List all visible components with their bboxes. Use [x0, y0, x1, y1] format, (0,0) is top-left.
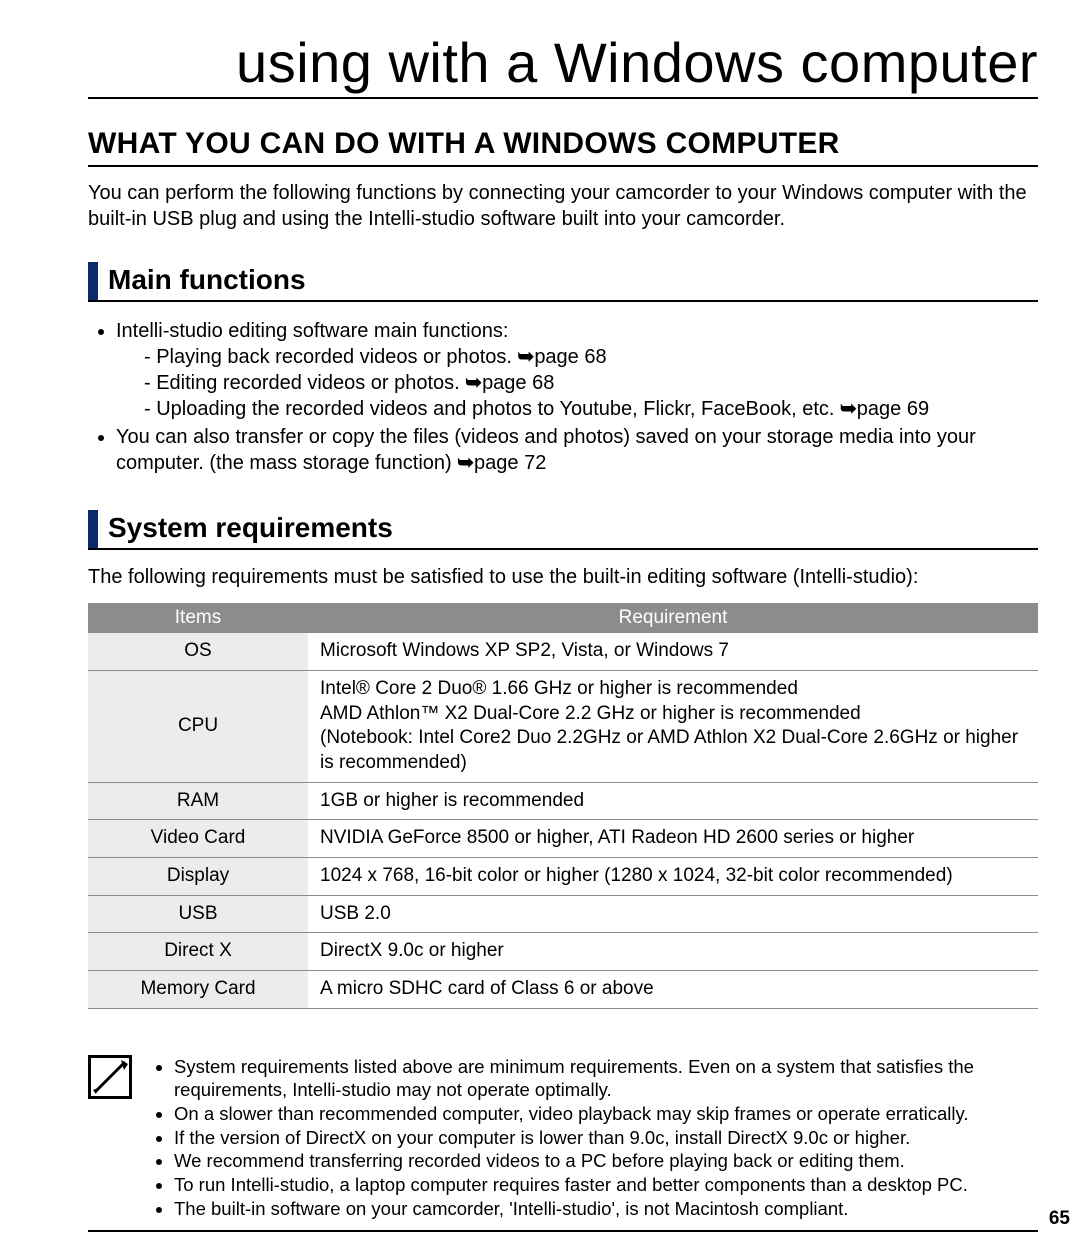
page-number: 65 — [1049, 1208, 1070, 1230]
table-header-items: Items — [88, 603, 308, 633]
table-cell-requirement: USB 2.0 — [308, 895, 1038, 933]
table-cell-requirement: 1GB or higher is recommended — [308, 782, 1038, 820]
system-requirements-heading: System requirements — [108, 510, 393, 548]
sysreq-intro: The following requirements must be satis… — [88, 566, 1038, 589]
table-cell-item: USB — [88, 895, 308, 933]
table-cell-item: Memory Card — [88, 971, 308, 1009]
table-header-requirement: Requirement — [308, 603, 1038, 633]
table-cell-requirement: NVIDIA GeForce 8500 or higher, ATI Radeo… — [308, 820, 1038, 858]
list-text: Uploading the recorded videos and photos… — [156, 398, 840, 420]
table-row: Memory CardA micro SDHC card of Class 6 … — [88, 971, 1038, 1009]
table-header-row: Items Requirement — [88, 603, 1038, 633]
table-cell-item: Video Card — [88, 820, 308, 858]
manual-page: using with a Windows computer WHAT YOU C… — [0, 0, 1080, 1252]
note-item: If the version of DirectX on your comput… — [174, 1126, 1038, 1150]
note-item: The built-in software on your camcorder,… — [174, 1197, 1038, 1221]
list-item: Playing back recorded videos or photos. … — [144, 344, 1038, 370]
page-ref: page 69 — [857, 398, 929, 420]
note-block: System requirements listed above are min… — [88, 1055, 1038, 1233]
list-item: Uploading the recorded videos and photos… — [144, 396, 1038, 422]
table-row: Video CardNVIDIA GeForce 8500 or higher,… — [88, 820, 1038, 858]
table-row: CPUIntel® Core 2 Duo® 1.66 GHz or higher… — [88, 670, 1038, 782]
page-ref: page 72 — [474, 452, 546, 474]
note-list: System requirements listed above are min… — [154, 1055, 1038, 1221]
note-icon — [88, 1055, 132, 1099]
note-item: We recommend transferring recorded video… — [174, 1149, 1038, 1173]
arrow-icon: ➥ — [840, 398, 857, 420]
list-item: Intelli-studio editing software main fun… — [116, 318, 1038, 422]
table-row: RAM1GB or higher is recommended — [88, 782, 1038, 820]
arrow-icon: ➥ — [465, 372, 482, 394]
list-item: Editing recorded videos or photos. ➥page… — [144, 370, 1038, 396]
table-row: OSMicrosoft Windows XP SP2, Vista, or Wi… — [88, 633, 1038, 670]
arrow-icon: ➥ — [518, 346, 535, 368]
table-cell-item: Display — [88, 858, 308, 896]
table-cell-item: OS — [88, 633, 308, 670]
page-title: using with a Windows computer — [88, 30, 1038, 99]
main-functions-heading: Main functions — [108, 262, 306, 300]
requirements-table: Items Requirement OSMicrosoft Windows XP… — [88, 603, 1038, 1009]
table-cell-requirement: A micro SDHC card of Class 6 or above — [308, 971, 1038, 1009]
intro-paragraph: You can perform the following functions … — [88, 181, 1038, 232]
system-requirements-heading-row: System requirements — [88, 510, 1038, 550]
list-text: Editing recorded videos or photos. — [156, 372, 465, 394]
main-functions-heading-row: Main functions — [88, 262, 1038, 302]
arrow-icon: ➥ — [457, 452, 474, 474]
section-heading: WHAT YOU CAN DO WITH A WINDOWS COMPUTER — [88, 127, 1038, 167]
heading-accent-bar — [88, 510, 98, 548]
note-item: On a slower than recommended computer, v… — [174, 1102, 1038, 1126]
note-item: System requirements listed above are min… — [174, 1055, 1038, 1102]
table-row: Direct XDirectX 9.0c or higher — [88, 933, 1038, 971]
table-cell-item: RAM — [88, 782, 308, 820]
table-row: Display1024 x 768, 16-bit color or highe… — [88, 858, 1038, 896]
list-item: You can also transfer or copy the files … — [116, 424, 1038, 476]
sub-list: Playing back recorded videos or photos. … — [116, 344, 1038, 422]
table-cell-requirement: Intel® Core 2 Duo® 1.66 GHz or higher is… — [308, 670, 1038, 782]
list-text: Intelli-studio editing software main fun… — [116, 320, 508, 342]
note-item: To run Intelli-studio, a laptop computer… — [174, 1173, 1038, 1197]
table-cell-requirement: 1024 x 768, 16-bit color or higher (1280… — [308, 858, 1038, 896]
table-cell-item: CPU — [88, 670, 308, 782]
heading-accent-bar — [88, 262, 98, 300]
requirements-table-body: OSMicrosoft Windows XP SP2, Vista, or Wi… — [88, 633, 1038, 1008]
list-text: Playing back recorded videos or photos. — [156, 346, 517, 368]
table-cell-item: Direct X — [88, 933, 308, 971]
table-row: USBUSB 2.0 — [88, 895, 1038, 933]
main-functions-list: Intelli-studio editing software main fun… — [88, 318, 1038, 476]
table-cell-requirement: Microsoft Windows XP SP2, Vista, or Wind… — [308, 633, 1038, 670]
table-cell-requirement: DirectX 9.0c or higher — [308, 933, 1038, 971]
page-ref: page 68 — [534, 346, 606, 368]
page-ref: page 68 — [482, 372, 554, 394]
